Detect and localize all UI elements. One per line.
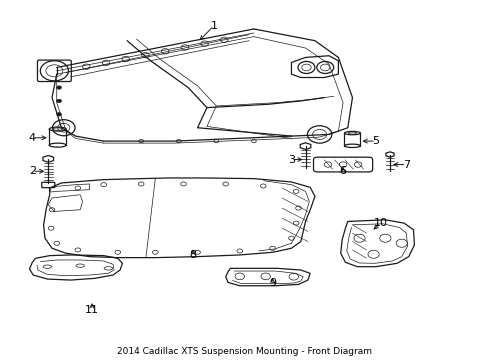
- Text: 4: 4: [29, 133, 36, 143]
- Text: 8: 8: [189, 250, 196, 260]
- Circle shape: [57, 113, 61, 116]
- Text: 2014 Cadillac XTS Suspension Mounting - Front Diagram: 2014 Cadillac XTS Suspension Mounting - …: [117, 347, 371, 356]
- Text: 1: 1: [210, 21, 217, 31]
- Text: 2: 2: [29, 166, 36, 176]
- Text: 9: 9: [268, 278, 276, 288]
- Text: 10: 10: [373, 218, 387, 228]
- Circle shape: [57, 99, 61, 103]
- Text: 3: 3: [287, 154, 294, 165]
- Circle shape: [57, 86, 61, 89]
- Text: 11: 11: [85, 305, 99, 315]
- Text: 6: 6: [339, 166, 346, 176]
- Text: 7: 7: [402, 159, 409, 170]
- Text: 5: 5: [372, 136, 379, 146]
